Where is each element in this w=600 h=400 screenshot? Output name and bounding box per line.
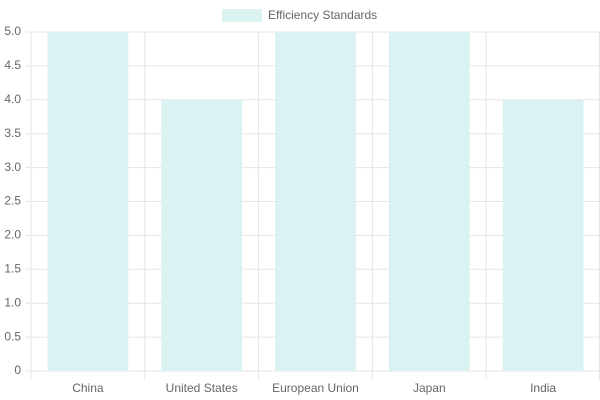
y-tick-label: 3.5 xyxy=(4,126,21,140)
y-tick-label: 0.5 xyxy=(4,329,21,343)
y-tick-label: 1.5 xyxy=(4,261,21,275)
x-tick-label: Japan xyxy=(413,381,446,395)
legend-label: Efficiency Standards xyxy=(268,8,377,22)
x-tick-label: India xyxy=(530,381,556,395)
bar xyxy=(502,99,584,372)
bar xyxy=(388,32,470,371)
bar xyxy=(161,99,243,372)
y-tick-label: 2.5 xyxy=(4,194,21,208)
x-tick-label: European Union xyxy=(272,381,359,395)
y-tick-label: 1.0 xyxy=(4,295,21,309)
x-tick-label: United States xyxy=(166,381,238,395)
bar xyxy=(47,32,129,371)
y-tick-label: 4.0 xyxy=(4,92,21,106)
y-tick-label: 5.0 xyxy=(4,24,21,38)
y-tick-label: 2.0 xyxy=(4,228,21,242)
y-tick-label: 0 xyxy=(14,363,21,377)
y-tick-label: 4.5 xyxy=(4,58,21,72)
legend-swatch xyxy=(222,9,262,22)
bar xyxy=(275,32,356,371)
y-tick-label: 3.0 xyxy=(4,160,21,174)
x-tick-label: China xyxy=(72,381,104,395)
